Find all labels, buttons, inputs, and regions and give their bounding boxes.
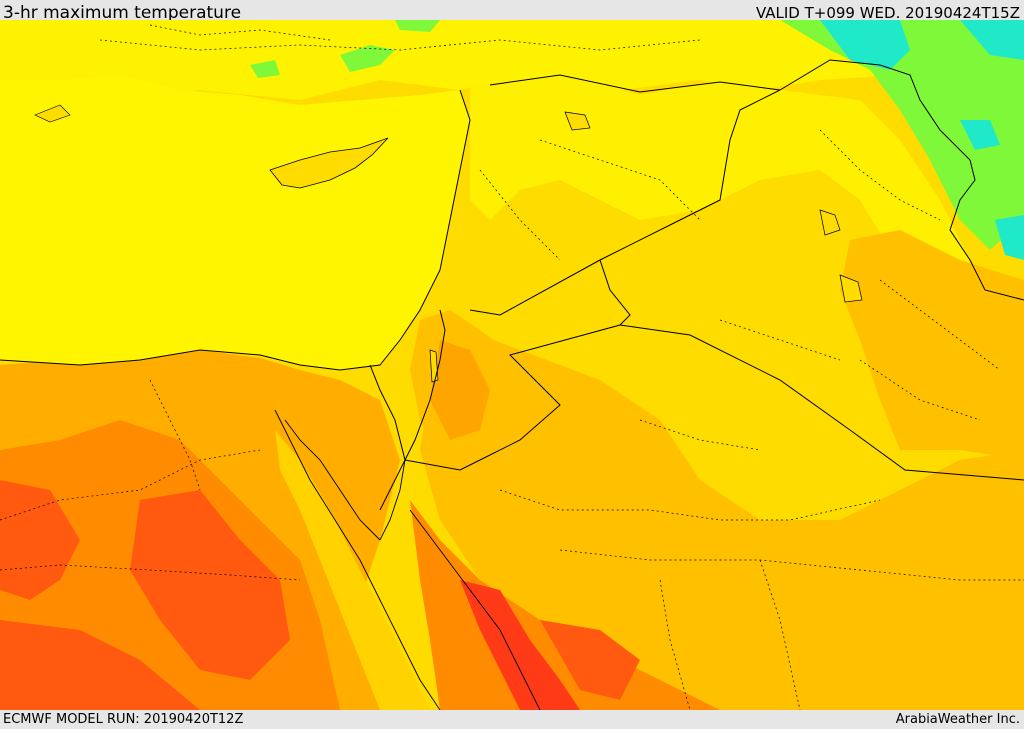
- green-patch-3: [780, 20, 1024, 250]
- sinai-coasts: [274, 409, 541, 710]
- hejaz-red-zone: [410, 500, 720, 710]
- levant-dark: [430, 340, 490, 440]
- credit-label: ArabiaWeather Inc.: [895, 712, 1020, 727]
- lake-tharthar: [819, 209, 841, 236]
- lake-habbaniyah: [839, 274, 863, 303]
- map-title: 3-hr maximum temperature: [3, 3, 242, 23]
- province-borders: [0, 24, 1024, 710]
- cyan-patch-4: [995, 215, 1024, 260]
- lake-assad: [564, 111, 591, 131]
- island-west: [34, 104, 71, 123]
- green-patch-4: [250, 60, 280, 78]
- hejaz-deep-red: [460, 580, 580, 710]
- footer-bar: ECMWF MODEL RUN: 20190420T12Z ArabiaWeat…: [0, 711, 1024, 729]
- title-bar: 3-hr maximum temperature VALID T+099 WED…: [0, 0, 1024, 23]
- model-run-label: ECMWF MODEL RUN: 20190420T12Z: [3, 712, 244, 727]
- north-cool-zone: [0, 20, 1024, 100]
- country-borders: [369, 59, 1024, 511]
- cyan-patch-1: [820, 20, 910, 70]
- green-patch-2: [395, 20, 440, 32]
- egypt-red-orange-2: [130, 490, 290, 680]
- coastline: [0, 89, 471, 371]
- red-sea: [275, 430, 430, 710]
- egypt-red-orange: [0, 480, 80, 600]
- temperature-map: [0, 20, 1024, 710]
- cyan-patch-3: [960, 120, 1000, 150]
- syria-cool-zone: [470, 75, 980, 300]
- mediterranean-sea: [0, 75, 470, 370]
- cyprus: [269, 137, 389, 189]
- valid-time: VALID T+099 WED. 20190424T15Z: [755, 4, 1020, 22]
- hejaz-red-2: [540, 620, 640, 700]
- east-orange-zone: [840, 230, 1024, 460]
- inland-light-orange: [420, 320, 1024, 710]
- egypt-red-orange-3: [0, 620, 200, 710]
- green-patch-1: [340, 45, 395, 72]
- cyan-patch-2: [960, 20, 1024, 60]
